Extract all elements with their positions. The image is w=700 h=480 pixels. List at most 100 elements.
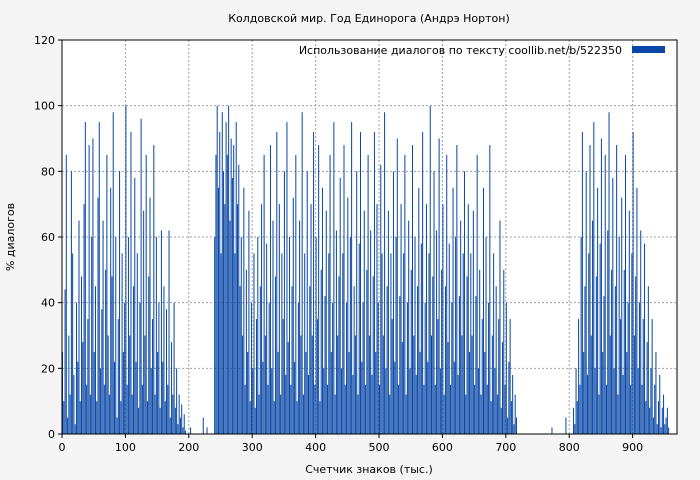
bar bbox=[86, 384, 88, 434]
bar bbox=[618, 237, 620, 434]
bar bbox=[221, 112, 223, 434]
bar bbox=[225, 122, 227, 434]
bar bbox=[467, 204, 469, 434]
bar bbox=[231, 177, 233, 434]
bar bbox=[632, 131, 634, 434]
bar bbox=[626, 351, 628, 434]
bar bbox=[135, 361, 137, 434]
bar bbox=[122, 351, 124, 434]
bar bbox=[495, 286, 497, 434]
bar bbox=[448, 243, 450, 434]
bar bbox=[277, 351, 279, 434]
bar bbox=[574, 424, 576, 434]
bar bbox=[603, 296, 605, 434]
bar bbox=[304, 253, 306, 434]
legend: Использование диалогов по тексту coollib… bbox=[299, 44, 665, 57]
bar bbox=[327, 384, 329, 434]
bar bbox=[125, 105, 127, 435]
bar bbox=[593, 122, 595, 434]
bar bbox=[256, 319, 258, 434]
bar bbox=[463, 171, 465, 434]
bar bbox=[152, 319, 154, 434]
bar bbox=[127, 237, 129, 434]
bar bbox=[365, 384, 367, 434]
bar bbox=[181, 404, 183, 434]
bar bbox=[141, 384, 143, 434]
bar bbox=[657, 401, 659, 434]
y-tick-label: 80 bbox=[41, 165, 55, 178]
bar bbox=[357, 394, 359, 434]
bar bbox=[305, 351, 307, 434]
bar bbox=[434, 384, 436, 434]
bar bbox=[264, 335, 266, 434]
bar bbox=[281, 253, 283, 434]
bar bbox=[313, 131, 315, 434]
x-tick-label: 500 bbox=[369, 441, 390, 454]
bar bbox=[489, 145, 491, 434]
bar bbox=[288, 237, 290, 434]
bar bbox=[133, 286, 135, 434]
bar bbox=[258, 394, 260, 434]
bar bbox=[84, 122, 86, 434]
bar bbox=[247, 351, 249, 434]
bar bbox=[262, 361, 264, 434]
bar bbox=[271, 368, 273, 434]
bar bbox=[300, 335, 302, 434]
bar bbox=[352, 374, 354, 434]
chart-title: Колдовской мир. Год Единорога (Андрэ Нор… bbox=[228, 12, 510, 25]
bar bbox=[103, 384, 105, 434]
bar bbox=[62, 351, 64, 434]
bar bbox=[92, 138, 94, 434]
bar bbox=[413, 335, 415, 434]
bar bbox=[73, 374, 75, 434]
bar bbox=[433, 171, 435, 434]
x-tick-label: 700 bbox=[495, 441, 516, 454]
bar bbox=[380, 164, 382, 434]
bar bbox=[469, 351, 471, 434]
bar bbox=[291, 286, 293, 434]
x-tick-label: 400 bbox=[305, 441, 326, 454]
bar bbox=[418, 187, 420, 434]
bar bbox=[425, 204, 427, 434]
bar bbox=[406, 302, 408, 434]
bar bbox=[371, 374, 373, 434]
bar bbox=[359, 131, 361, 434]
bar bbox=[249, 401, 251, 434]
bar bbox=[479, 269, 481, 434]
x-tick-label: 800 bbox=[559, 441, 580, 454]
bar bbox=[450, 384, 452, 434]
bar bbox=[94, 286, 96, 434]
bar bbox=[664, 424, 666, 434]
bar bbox=[235, 122, 237, 434]
bar bbox=[394, 361, 396, 434]
bar bbox=[651, 319, 653, 434]
bar bbox=[575, 368, 577, 434]
bar bbox=[250, 302, 252, 434]
bar bbox=[436, 230, 438, 434]
bar bbox=[96, 401, 98, 434]
bar bbox=[486, 384, 488, 434]
x-tick-label: 300 bbox=[242, 441, 263, 454]
bar bbox=[420, 243, 422, 434]
bar bbox=[611, 269, 613, 434]
bar bbox=[101, 309, 103, 434]
bar bbox=[282, 319, 284, 434]
bar bbox=[67, 417, 69, 434]
bar bbox=[399, 296, 401, 434]
bar bbox=[499, 220, 501, 434]
bar bbox=[481, 319, 483, 434]
bar bbox=[660, 427, 662, 434]
bar bbox=[356, 171, 358, 434]
bar bbox=[396, 138, 398, 434]
bar bbox=[280, 394, 282, 434]
bar bbox=[233, 145, 235, 434]
bar bbox=[316, 319, 318, 434]
bar bbox=[64, 289, 66, 434]
bar bbox=[287, 342, 289, 434]
bar bbox=[452, 187, 454, 434]
bar bbox=[88, 145, 90, 434]
y-tick-label: 120 bbox=[34, 34, 55, 47]
bar bbox=[240, 237, 242, 434]
bar bbox=[285, 374, 287, 434]
